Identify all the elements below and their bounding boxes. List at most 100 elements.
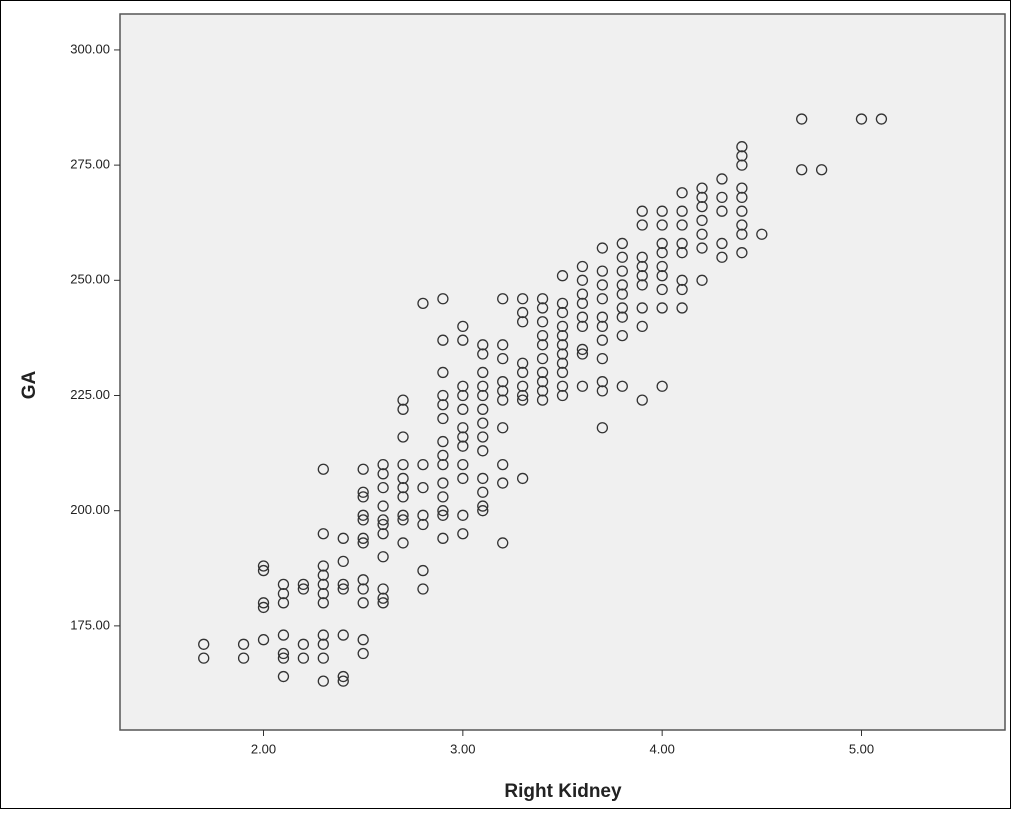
- point: [277, 597, 290, 609]
- point: [636, 279, 648, 291]
- point: [497, 376, 509, 388]
- point: [477, 445, 489, 457]
- point: [576, 274, 589, 286]
- point: [297, 583, 310, 595]
- point: [536, 316, 549, 328]
- point: [377, 592, 389, 604]
- point: [616, 237, 628, 250]
- point: [357, 514, 369, 526]
- point: [237, 652, 250, 664]
- point: [516, 380, 529, 392]
- point: [576, 288, 589, 300]
- point: [676, 247, 688, 259]
- point: [397, 403, 409, 415]
- point: [457, 431, 469, 443]
- point: [477, 472, 489, 485]
- point: [596, 279, 609, 291]
- point: [477, 389, 489, 402]
- point: [477, 366, 489, 379]
- point: [457, 458, 469, 471]
- point: [656, 260, 668, 273]
- point: [497, 394, 509, 406]
- point: [437, 449, 449, 462]
- point: [457, 389, 469, 402]
- point: [596, 385, 609, 397]
- y-axis-title: GA: [19, 370, 40, 399]
- point: [756, 228, 768, 240]
- y-tick-label: 275.00: [70, 157, 110, 172]
- point: [317, 578, 329, 591]
- point: [437, 458, 449, 471]
- point: [397, 514, 409, 526]
- point: [357, 491, 369, 503]
- point: [417, 458, 429, 471]
- point: [457, 509, 469, 521]
- point: [736, 159, 748, 171]
- point: [616, 311, 628, 323]
- point: [736, 191, 748, 204]
- point: [497, 422, 509, 434]
- point: [616, 265, 628, 277]
- point: [536, 376, 549, 388]
- point: [596, 352, 609, 365]
- point: [437, 399, 449, 411]
- point: [636, 260, 648, 273]
- point: [337, 583, 349, 595]
- point: [317, 528, 329, 540]
- point: [457, 528, 469, 540]
- point: [377, 528, 389, 540]
- point: [596, 320, 609, 333]
- point: [477, 505, 489, 517]
- point: [257, 560, 270, 572]
- point: [536, 352, 549, 365]
- point: [317, 569, 329, 581]
- point: [656, 237, 668, 250]
- point: [596, 242, 609, 254]
- point: [277, 587, 290, 600]
- point: [417, 297, 429, 309]
- point: [676, 237, 688, 250]
- point: [536, 385, 549, 397]
- x-tick-label: 2.00: [251, 741, 276, 756]
- point: [437, 293, 449, 305]
- point: [477, 403, 489, 415]
- point: [656, 270, 668, 282]
- point: [736, 247, 748, 259]
- point: [516, 306, 529, 319]
- point: [855, 113, 868, 125]
- point: [616, 288, 628, 300]
- point: [596, 265, 609, 277]
- point: [796, 113, 808, 125]
- point: [536, 293, 549, 305]
- x-tick-label: 4.00: [650, 741, 675, 756]
- point: [596, 311, 609, 323]
- point: [676, 219, 688, 231]
- point: [676, 274, 688, 286]
- point: [357, 597, 369, 609]
- point: [437, 509, 449, 521]
- point: [257, 601, 270, 614]
- point: [377, 468, 389, 480]
- point: [377, 458, 389, 471]
- point: [656, 302, 668, 314]
- point: [477, 417, 489, 429]
- point: [656, 219, 668, 231]
- point: [696, 274, 708, 286]
- point: [437, 505, 449, 517]
- point: [357, 537, 369, 549]
- point: [317, 587, 329, 600]
- point: [317, 675, 329, 687]
- point: [516, 472, 529, 485]
- point: [417, 518, 429, 531]
- point: [437, 412, 449, 425]
- point: [337, 555, 349, 568]
- point: [337, 629, 349, 641]
- point: [357, 532, 369, 544]
- point: [198, 638, 210, 650]
- point: [516, 357, 529, 369]
- point: [596, 376, 609, 388]
- point: [277, 670, 290, 683]
- point: [497, 537, 509, 549]
